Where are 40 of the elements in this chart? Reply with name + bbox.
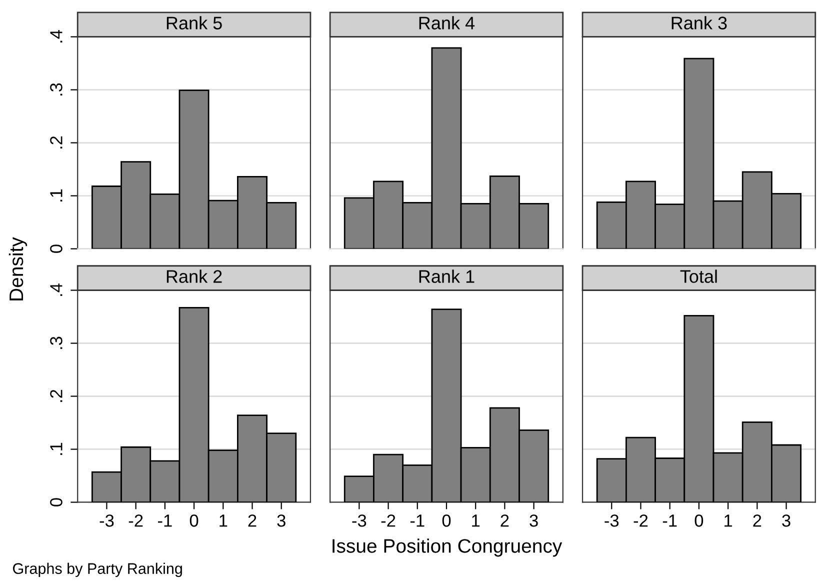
chart-title: Rank 4: [419, 16, 475, 30]
x-tick-label: 1: [472, 514, 480, 527]
y-tick-label: .3: [50, 336, 62, 349]
x-axis-title: Issue Position Congruency: [332, 538, 562, 557]
chart-title: Total: [680, 270, 717, 283]
x-tick-label: -3: [352, 514, 366, 527]
x-tick-label: -3: [100, 514, 114, 527]
y-tick-label: .1: [50, 442, 62, 455]
chart-title: Rank 2: [166, 270, 222, 283]
x-tick-label: 0: [694, 514, 704, 527]
x-tick-label: -2: [381, 514, 396, 527]
x-tick-label: -3: [604, 514, 619, 527]
text: Graphs by Party Ranking: [13, 562, 182, 577]
x-tick-label: -2: [634, 514, 648, 527]
y-tick-label: .2: [50, 136, 62, 148]
x-tick-label: 1: [220, 514, 228, 527]
chart-title: Rank 3: [672, 16, 727, 30]
chart-title: Rank 5: [166, 16, 222, 30]
y-tick-label: .4: [50, 30, 62, 42]
chart-title: Rank 1: [419, 270, 474, 283]
y-tick-label: .4: [50, 284, 62, 296]
y-tick-label: 0: [50, 244, 62, 253]
x-tick-label: 3: [530, 514, 538, 527]
x-tick-label: -1: [410, 514, 424, 527]
x-tick-label: 2: [753, 514, 762, 527]
y-axis-title: Density: [8, 237, 28, 300]
x-tick-label: -1: [662, 514, 677, 527]
x-tick-label: 3: [782, 514, 790, 527]
y-tick-label: .1: [50, 189, 62, 202]
x-tick-label: -2: [128, 514, 143, 527]
x-tick-label: -1: [158, 514, 172, 527]
x-tick-label: 2: [500, 514, 509, 527]
x-tick-label: 1: [724, 514, 732, 527]
x-tick-label: 0: [190, 514, 198, 527]
x-tick-label: 0: [442, 514, 451, 527]
y-tick-label: .3: [50, 83, 62, 96]
x-tick-label: 3: [277, 514, 286, 527]
y-tick-label: 0: [50, 498, 62, 506]
x-tick-label: 2: [248, 514, 256, 527]
y-tick-label: .2: [50, 390, 62, 402]
